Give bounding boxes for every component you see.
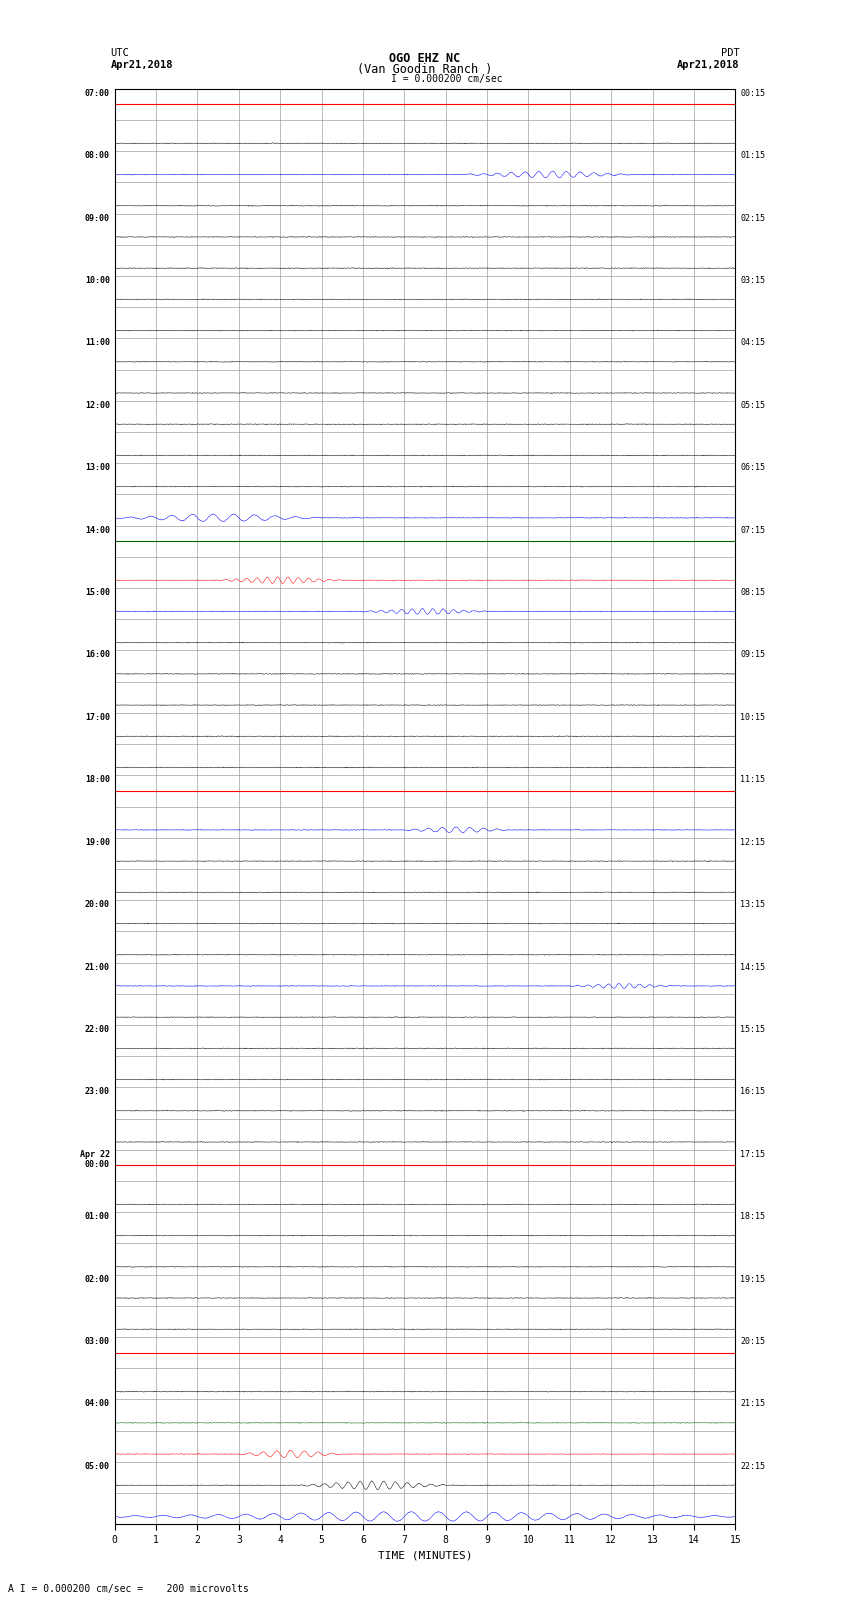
Text: 17:15: 17:15 (740, 1150, 765, 1158)
Text: 07:00: 07:00 (85, 89, 110, 98)
Text: 07:15: 07:15 (740, 526, 765, 534)
Text: 03:00: 03:00 (85, 1337, 110, 1345)
Text: I = 0.000200 cm/sec: I = 0.000200 cm/sec (391, 74, 502, 84)
Text: 14:00: 14:00 (85, 526, 110, 534)
Text: 08:15: 08:15 (740, 589, 765, 597)
Text: 21:00: 21:00 (85, 963, 110, 971)
Text: 22:00: 22:00 (85, 1024, 110, 1034)
Text: 21:15: 21:15 (740, 1400, 765, 1408)
Text: 11:00: 11:00 (85, 339, 110, 347)
Text: 15:00: 15:00 (85, 589, 110, 597)
Text: 15:15: 15:15 (740, 1024, 765, 1034)
Text: 05:00: 05:00 (85, 1461, 110, 1471)
Text: 05:15: 05:15 (740, 400, 765, 410)
Text: (Van Goodin Ranch ): (Van Goodin Ranch ) (357, 63, 493, 76)
Text: Apr21,2018: Apr21,2018 (677, 60, 740, 69)
Text: 03:15: 03:15 (740, 276, 765, 286)
Text: 19:00: 19:00 (85, 837, 110, 847)
Text: OGO EHZ NC: OGO EHZ NC (389, 52, 461, 65)
Text: 01:00: 01:00 (85, 1213, 110, 1221)
Text: A I = 0.000200 cm/sec =    200 microvolts: A I = 0.000200 cm/sec = 200 microvolts (8, 1584, 249, 1594)
Text: 09:15: 09:15 (740, 650, 765, 660)
Text: 18:15: 18:15 (740, 1213, 765, 1221)
Text: 12:15: 12:15 (740, 837, 765, 847)
Text: 16:15: 16:15 (740, 1087, 765, 1097)
Text: 02:15: 02:15 (740, 213, 765, 223)
X-axis label: TIME (MINUTES): TIME (MINUTES) (377, 1550, 473, 1560)
Text: 08:00: 08:00 (85, 152, 110, 160)
Text: 23:00: 23:00 (85, 1087, 110, 1097)
Text: 09:00: 09:00 (85, 213, 110, 223)
Text: 19:15: 19:15 (740, 1274, 765, 1284)
Text: 10:00: 10:00 (85, 276, 110, 286)
Text: Apr21,2018: Apr21,2018 (110, 60, 173, 69)
Text: 14:15: 14:15 (740, 963, 765, 971)
Text: 18:00: 18:00 (85, 776, 110, 784)
Text: 20:15: 20:15 (740, 1337, 765, 1345)
Text: 06:15: 06:15 (740, 463, 765, 473)
Text: 04:00: 04:00 (85, 1400, 110, 1408)
Text: 10:15: 10:15 (740, 713, 765, 723)
Text: 13:00: 13:00 (85, 463, 110, 473)
Text: 13:15: 13:15 (740, 900, 765, 910)
Text: 16:00: 16:00 (85, 650, 110, 660)
Text: PDT: PDT (721, 48, 740, 58)
Text: Apr 22
00:00: Apr 22 00:00 (80, 1150, 110, 1169)
Text: 00:15: 00:15 (740, 89, 765, 98)
Text: UTC: UTC (110, 48, 129, 58)
Text: 04:15: 04:15 (740, 339, 765, 347)
Text: 11:15: 11:15 (740, 776, 765, 784)
Text: 12:00: 12:00 (85, 400, 110, 410)
Text: 02:00: 02:00 (85, 1274, 110, 1284)
Text: 01:15: 01:15 (740, 152, 765, 160)
Text: 20:00: 20:00 (85, 900, 110, 910)
Text: 22:15: 22:15 (740, 1461, 765, 1471)
Text: 17:00: 17:00 (85, 713, 110, 723)
